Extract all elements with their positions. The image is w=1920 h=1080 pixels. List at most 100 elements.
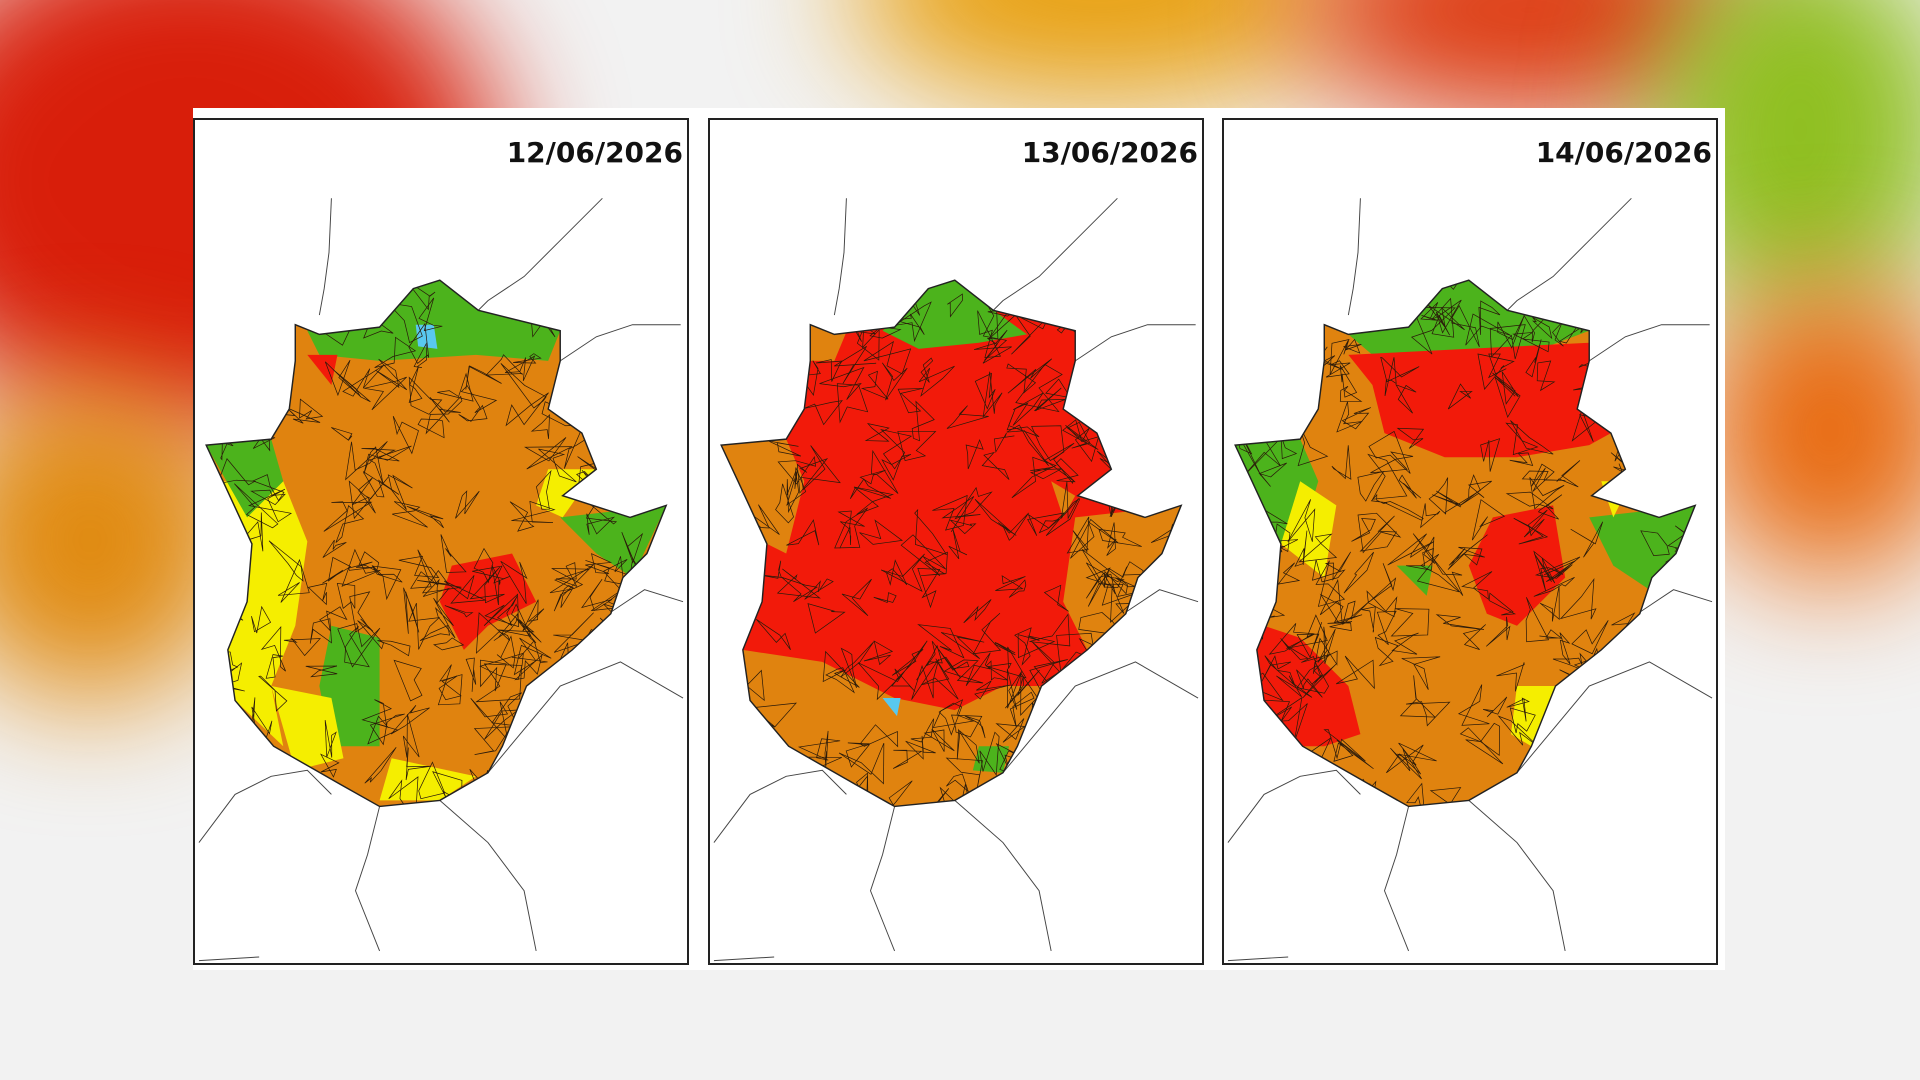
- bg-blob: [1700, 280, 1920, 580]
- municipality-line: [505, 392, 549, 427]
- map-panel: 12/06/2026: [193, 118, 689, 965]
- municipality-line: [880, 553, 925, 593]
- municipality-line: [221, 320, 251, 343]
- date-label: 12/06/2026: [506, 136, 683, 169]
- municipality-line: [1444, 474, 1481, 514]
- municipality-line: [1143, 280, 1181, 293]
- municipality-line: [1396, 427, 1425, 449]
- municipality-line: [1386, 744, 1424, 775]
- date-label: 14/06/2026: [1535, 136, 1712, 169]
- municipality-line: [1235, 565, 1270, 598]
- municipality-line: [925, 640, 961, 679]
- municipality-line: [1663, 313, 1693, 361]
- municipality-line: [1294, 530, 1308, 567]
- municipality-line: [1323, 729, 1366, 762]
- municipality-line: [1296, 795, 1310, 807]
- municipality-line: [1096, 335, 1115, 361]
- municipality-line: [825, 793, 844, 807]
- municipality-line: [345, 441, 388, 481]
- municipality-line: [535, 785, 557, 807]
- municipality-line: [755, 347, 799, 365]
- municipality-line: [1148, 474, 1182, 503]
- municipality-line: [593, 637, 631, 673]
- municipality-line: [1177, 736, 1182, 764]
- municipality-line: [859, 469, 886, 485]
- municipality-line: [727, 568, 751, 610]
- municipality-line: [1664, 463, 1696, 490]
- region-outline: [205, 279, 668, 808]
- municipality-line: [1280, 436, 1298, 460]
- municipality-line: [950, 519, 977, 535]
- municipality-line: [911, 400, 935, 442]
- municipality-line: [601, 711, 619, 730]
- municipality-line: [1038, 518, 1060, 534]
- municipality-line: [651, 765, 667, 783]
- municipality-line: [1642, 733, 1674, 757]
- municipality-line: [522, 756, 557, 790]
- municipality-line: [1447, 383, 1473, 410]
- municipality-line: [584, 381, 607, 399]
- municipality-line: [1395, 384, 1417, 414]
- municipality-line: [859, 519, 903, 545]
- municipality-line: [1264, 655, 1296, 686]
- municipality-line: [1459, 727, 1504, 765]
- municipality-line: [1075, 286, 1108, 309]
- municipality-line: [455, 490, 480, 519]
- municipality-line: [1254, 280, 1296, 312]
- municipality-line: [299, 398, 324, 420]
- municipality-line: [860, 370, 889, 400]
- municipality-line: [616, 683, 658, 707]
- municipality-line: [775, 787, 799, 807]
- border-line: [1383, 806, 1410, 952]
- municipality-line: [362, 471, 400, 498]
- zone: [1051, 481, 1076, 518]
- municipality-line: [587, 797, 608, 807]
- municipality-line: [622, 792, 652, 807]
- municipality-line: [721, 699, 741, 736]
- municipality-line: [361, 699, 392, 727]
- municipality-line: [1532, 317, 1553, 340]
- municipality-line: [1341, 407, 1371, 430]
- municipality-line: [1588, 789, 1611, 807]
- municipality-line: [1520, 793, 1545, 807]
- municipality-line: [269, 298, 306, 327]
- municipality-line: [964, 715, 986, 739]
- municipality-line: [819, 366, 865, 400]
- border-line: [477, 197, 603, 311]
- municipality-line: [744, 396, 762, 435]
- municipality-line: [1559, 744, 1602, 775]
- municipality-line: [429, 397, 461, 423]
- municipality-line: [873, 592, 897, 604]
- border-line: [1516, 661, 1713, 774]
- municipality-line: [596, 668, 622, 706]
- municipality-line: [1327, 621, 1353, 632]
- municipality-line: [514, 653, 543, 681]
- municipality-line: [1279, 380, 1310, 404]
- municipality-line: [917, 567, 941, 609]
- municipality-line: [251, 605, 272, 634]
- municipality-line: [1525, 597, 1550, 643]
- municipality-line: [387, 474, 413, 510]
- municipality-line: [1343, 338, 1362, 354]
- municipality-line: [440, 534, 467, 573]
- municipality-line: [648, 359, 667, 381]
- municipality-line: [747, 320, 787, 351]
- municipality-line: [561, 731, 607, 769]
- municipality-line: [1509, 707, 1536, 734]
- municipality-line: [1066, 421, 1091, 449]
- municipality-line: [893, 280, 923, 288]
- map-panel: 13/06/2026: [708, 118, 1204, 965]
- municipality-line: [1016, 763, 1050, 796]
- municipality-line: [1405, 547, 1434, 571]
- municipality-line: [1357, 470, 1385, 502]
- municipality-line: [1471, 499, 1506, 541]
- municipality-line: [500, 560, 528, 604]
- municipality-line: [1066, 516, 1090, 554]
- municipality-line: [897, 388, 923, 414]
- municipality-line: [721, 427, 722, 454]
- municipality-line: [786, 467, 807, 506]
- municipality-line: [410, 549, 438, 589]
- municipality-line: [1066, 280, 1101, 309]
- municipality-line: [371, 565, 403, 583]
- municipality-line: [1477, 353, 1515, 390]
